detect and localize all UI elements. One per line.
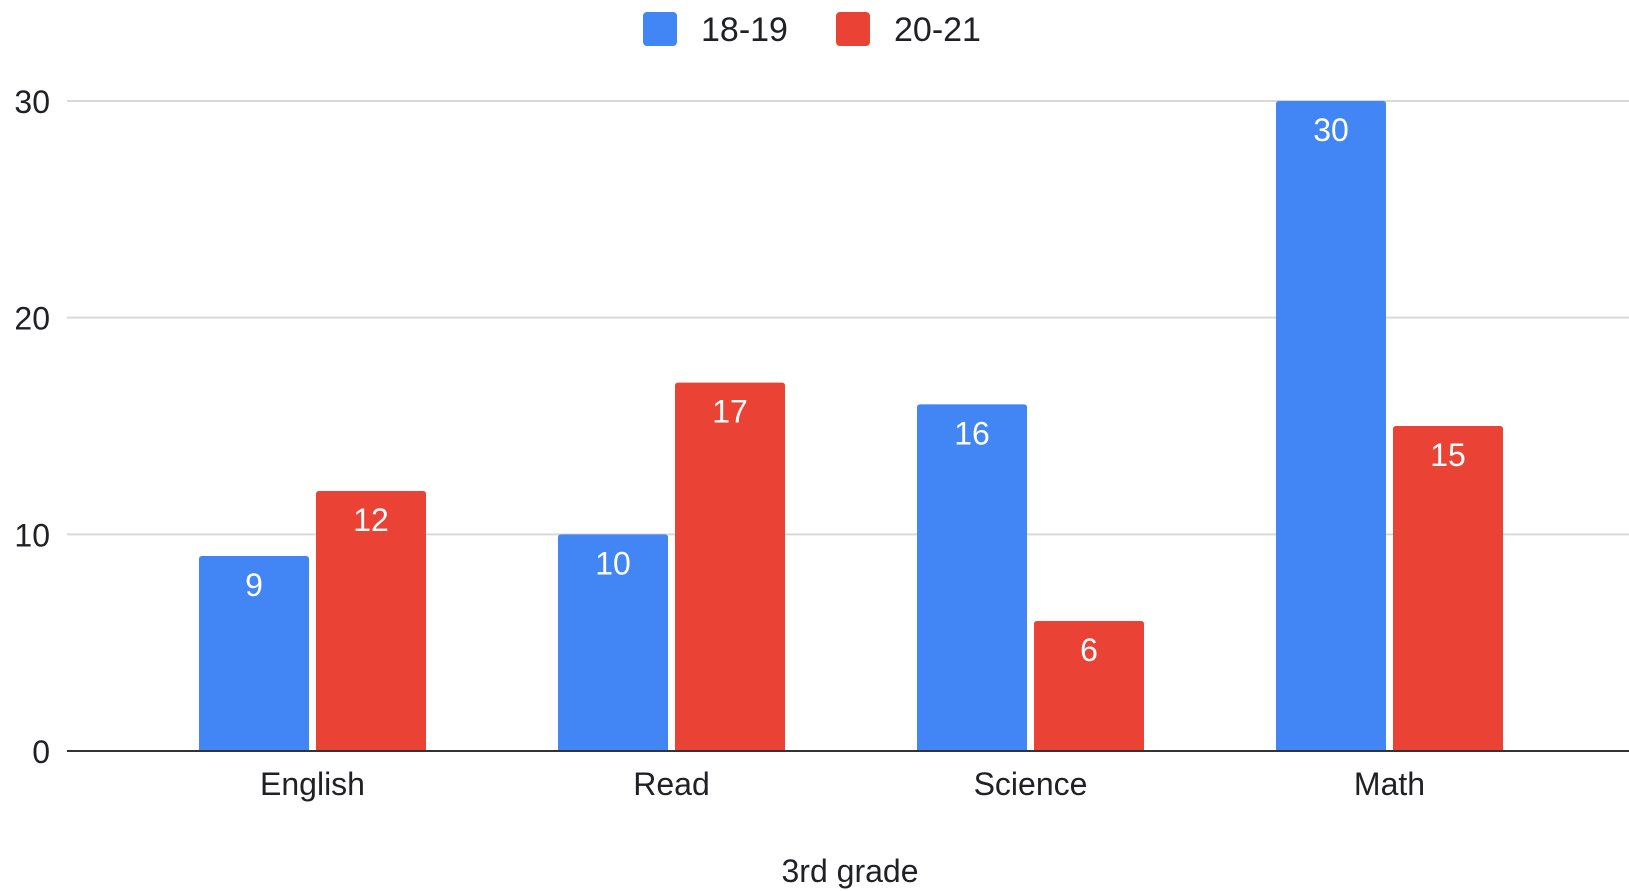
bar-data-label: 10 <box>595 545 631 581</box>
bar-data-label: 15 <box>1430 437 1466 473</box>
bar-data-label: 6 <box>1080 632 1098 668</box>
bar-20-21-math <box>1393 426 1503 751</box>
x-category-label: Read <box>633 766 710 802</box>
bar-data-label: 12 <box>353 502 389 538</box>
y-tick-label: 30 <box>14 84 50 120</box>
bar-18-19-english <box>199 556 309 751</box>
legend-swatch <box>643 12 677 46</box>
bar-data-labels: 9 12 10 17 16 6 30 15 <box>245 112 1466 668</box>
x-axis-title: 3rd grade <box>782 853 919 889</box>
bar-20-21-science <box>1034 621 1144 751</box>
x-category-label: Math <box>1354 766 1425 802</box>
bar-18-19-science <box>917 404 1027 751</box>
y-tick-label: 20 <box>14 301 50 337</box>
y-tick-label: 0 <box>32 734 50 770</box>
bar-data-label: 30 <box>1313 112 1349 148</box>
legend-label: 20-21 <box>894 11 981 49</box>
x-category-label: English <box>260 766 365 802</box>
legend: 18-19 20-21 <box>643 11 981 49</box>
bar-data-label: 17 <box>712 394 748 430</box>
x-category-label: Science <box>974 766 1088 802</box>
legend-label: 18-19 <box>701 11 788 49</box>
bars <box>199 101 1503 751</box>
bar-18-19-math <box>1276 101 1386 751</box>
bar-data-label: 16 <box>954 415 990 451</box>
bar-20-21-read <box>675 382 785 751</box>
bar-data-label: 9 <box>245 567 263 603</box>
y-tick-label: 10 <box>14 517 50 553</box>
legend-swatch <box>836 12 870 46</box>
bar-18-19-read <box>558 534 668 751</box>
y-axis-ticks: 0 10 20 30 <box>14 84 50 770</box>
bar-20-21-english <box>316 491 426 751</box>
x-axis-category-labels: English Read Science Math <box>260 766 1425 802</box>
